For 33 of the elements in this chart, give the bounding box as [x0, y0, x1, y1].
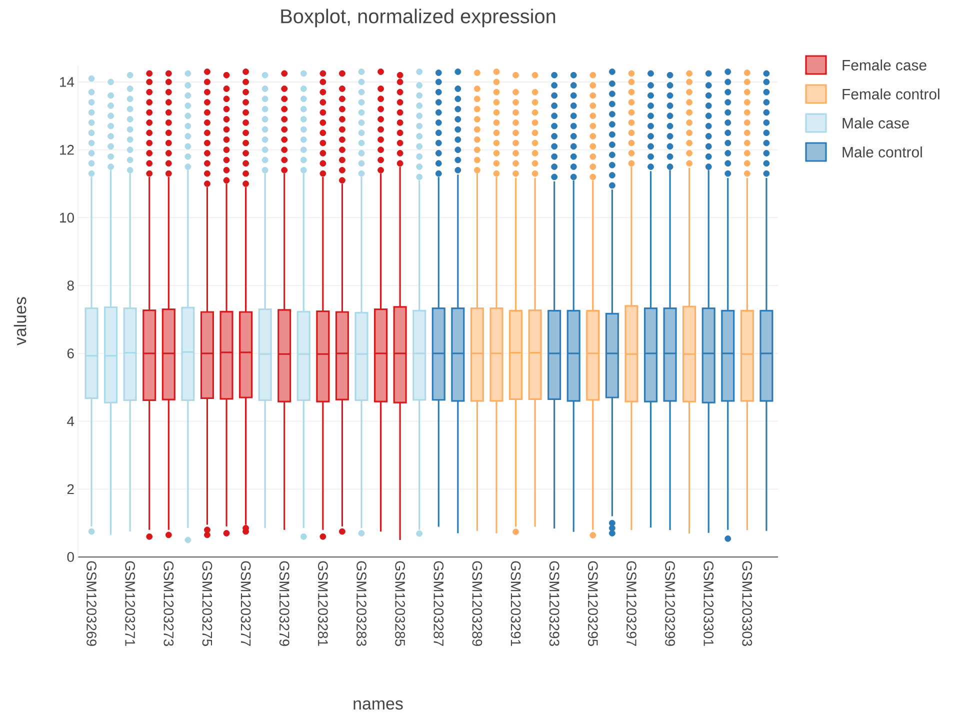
x-tick-label: GSM1203287 [434, 561, 444, 646]
x-axis-title: names [354, 700, 403, 710]
x-tick-label: GSM1203299 [665, 561, 675, 646]
y-axis-title: values [14, 297, 26, 346]
x-tick-label: GSM1203273 [164, 561, 174, 646]
legend-label: Male control [842, 146, 922, 158]
y-tick-label: 14 [60, 77, 74, 87]
x-tick-label: GSM1203275 [202, 561, 212, 646]
y-tick-label: 2 [67, 484, 74, 494]
y-tick-label: 10 [60, 212, 74, 223]
x-tick-label: GSM1203281 [318, 561, 328, 646]
y-tick-label: 0 [67, 552, 74, 562]
x-tick-label: GSM1203291 [510, 561, 521, 646]
x-tick-label: GSM1203269 [86, 561, 96, 646]
x-tick-label: GSM1203271 [125, 561, 136, 646]
legend-label: Male case [842, 118, 909, 128]
y-tick-label: 6 [67, 348, 74, 358]
x-tick-label: GSM1203293 [549, 561, 560, 646]
chart-title: Boxplot, normalized expression [281, 8, 556, 28]
x-tick-label: GSM1203285 [395, 561, 405, 646]
x-tick-label: GSM1203279 [279, 561, 290, 646]
y-tick-label: 12 [60, 144, 74, 155]
y-tick-label: 4 [67, 416, 74, 426]
y-tick-label: 8 [67, 280, 74, 290]
x-tick-label: GSM1203301 [704, 561, 714, 646]
x-tick-label: GSM1203295 [588, 561, 598, 646]
legend-label: Female control [842, 88, 940, 100]
x-tick-label: GSM1203283 [356, 561, 366, 646]
legend-label: Female case [842, 60, 926, 70]
x-tick-label: GSM1203297 [626, 561, 636, 646]
x-tick-label: GSM1203277 [240, 561, 251, 646]
x-tick-label: GSM1203303 [742, 561, 752, 646]
x-tick-label: GSM1203289 [472, 561, 482, 646]
